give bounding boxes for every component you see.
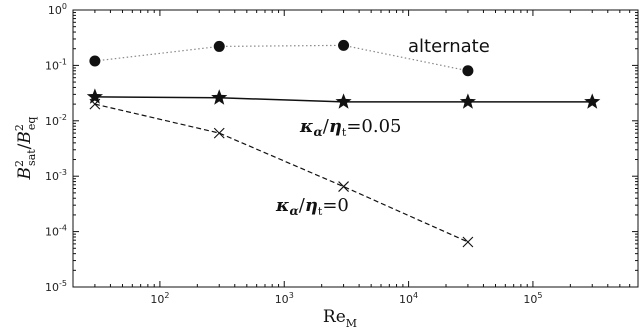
point-alternate-0 [89, 55, 101, 67]
point-t-0-3 [462, 236, 474, 248]
x-mark-stroke [213, 127, 225, 139]
x-mark-stroke [338, 181, 349, 192]
point-t-0-2 [338, 181, 349, 192]
point-t-0-05-3 [459, 93, 476, 109]
point-t-0-1 [213, 127, 225, 139]
series-layer [86, 39, 601, 248]
annotation-kappa-0: κα/ηt=0 [275, 195, 349, 218]
x-tick-label: 105 [523, 291, 542, 306]
point-t-0-05-2 [335, 93, 352, 109]
y-tick-label: 10-1 [45, 57, 67, 72]
annotation-alternate: alternate [408, 36, 490, 57]
point-alternate-1 [213, 40, 225, 52]
series-line-alternate [94, 44, 469, 72]
point-alternate-2 [338, 39, 350, 51]
y-tick-label: 10-2 [45, 113, 67, 128]
point-t-0-05-0 [86, 88, 103, 104]
y-tick-label: 10-3 [45, 168, 67, 183]
annotation-kappa-005: κα/ηt=0.05 [299, 116, 402, 139]
point-t-0-05-1 [211, 89, 228, 105]
x-mark-stroke [462, 236, 474, 248]
point-alternate-3 [462, 65, 474, 77]
x-tick-label: 104 [399, 291, 418, 306]
x-tick-label: 103 [275, 291, 294, 306]
point-t-0-05-4 [584, 93, 601, 109]
y-tick-label: 10-4 [45, 224, 67, 239]
series-line-t-0 [94, 103, 469, 243]
y-tick-label: 100 [48, 2, 67, 17]
plot-frame [72, 9, 639, 288]
y-tick-label: 10-5 [45, 279, 67, 294]
point-t-0-0 [89, 98, 101, 110]
x-mark-stroke [89, 98, 101, 110]
x-tick-label: 102 [150, 291, 169, 306]
y-axis-label: B2sat/B2eq [13, 117, 38, 181]
x-axis-label: ReM [323, 307, 357, 330]
axis-ticks: 102 103 104 105 100 10-1 10-2 10-3 10-4 10-5 [45, 2, 639, 306]
